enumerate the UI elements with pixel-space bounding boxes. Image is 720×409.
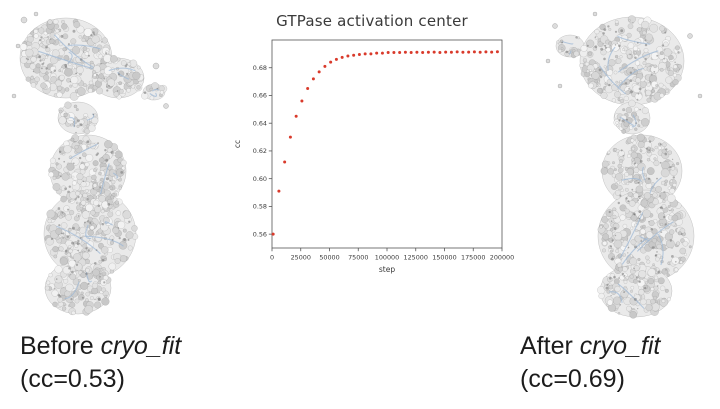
svg-text:100000: 100000	[375, 254, 399, 262]
svg-text:75000: 75000	[348, 254, 368, 262]
before-caption-cc-value: (cc=0.53)	[20, 365, 125, 393]
density-fragments	[545, 11, 703, 99]
after-caption-cc-value: (cc=0.69)	[520, 365, 625, 393]
after-caption: After cryo_fit (cc=0.69)	[520, 330, 660, 396]
chart-title: GTPase activation center	[276, 12, 468, 30]
before-caption-line1: Before cryo_fit	[20, 330, 181, 363]
before-caption: Before cryo_fit (cc=0.53)	[20, 330, 181, 396]
chart-plot: 0 25000 50000 75000 100000 125000 150000 175000…	[233, 39, 514, 274]
after-caption-method-name: cryo_fit	[579, 332, 661, 360]
after-caption-prefix: After	[520, 332, 580, 360]
x-axis-label: step	[379, 265, 395, 274]
svg-text:0.58: 0.58	[253, 203, 267, 211]
svg-text:150000: 150000	[432, 254, 456, 262]
svg-text:200000: 200000	[490, 254, 514, 262]
before-caption-prefix: Before	[20, 332, 101, 360]
svg-text:0.64: 0.64	[253, 119, 267, 127]
svg-text:0.62: 0.62	[253, 147, 267, 155]
svg-text:0.68: 0.68	[253, 64, 267, 72]
svg-text:25000: 25000	[291, 254, 311, 262]
svg-text:0.56: 0.56	[253, 230, 267, 238]
scatter-points	[271, 50, 499, 236]
svg-text:125000: 125000	[404, 254, 428, 262]
plot-box	[271, 39, 503, 249]
svg-text:175000: 175000	[461, 254, 485, 262]
after-density-map-image	[545, 11, 703, 319]
density-texture	[556, 15, 692, 319]
svg-text:50000: 50000	[319, 254, 339, 262]
density-fragments	[11, 11, 169, 109]
svg-text:0.60: 0.60	[253, 175, 267, 183]
y-axis-label: cc	[233, 140, 242, 148]
y-axis-ticks: 0.56 0.58 0.60 0.62 0.64 0.66 0.68	[253, 64, 272, 238]
density-texture	[19, 18, 168, 316]
svg-text:0: 0	[270, 254, 274, 262]
svg-text:0.66: 0.66	[253, 92, 267, 100]
x-axis-ticks: 0 25000 50000 75000 100000 125000 150000 175000…	[270, 248, 514, 262]
after-caption-line1: After cryo_fit	[520, 330, 660, 363]
before-density-map-image	[11, 11, 169, 316]
before-caption-method-name: cryo_fit	[100, 332, 182, 360]
cc-vs-step-chart: GTPase activation center 0 25000 50000 7500…	[230, 12, 514, 295]
